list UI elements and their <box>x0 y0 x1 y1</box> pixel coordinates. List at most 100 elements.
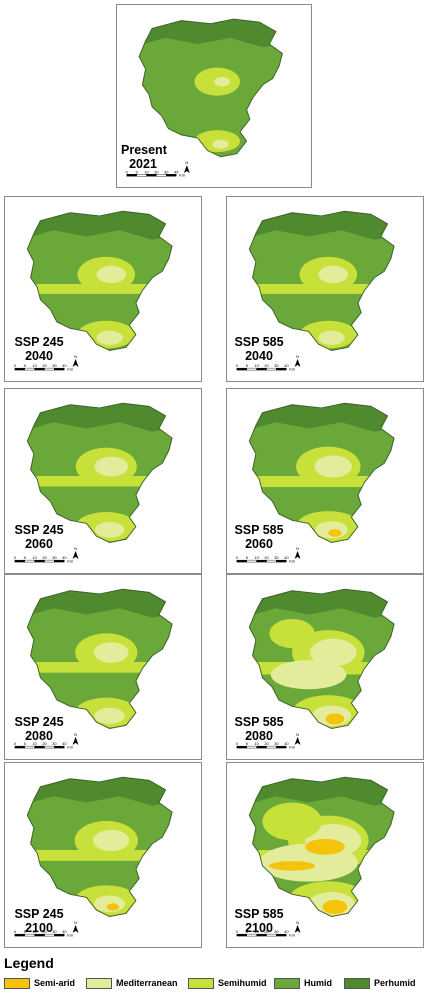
scale-tick: 0 <box>14 555 17 560</box>
scale-unit: Km <box>179 173 186 178</box>
svg-text:N: N <box>296 920 299 925</box>
svg-text:N: N <box>74 920 77 925</box>
scale-tick: 5 <box>24 555 27 560</box>
scale-tick: 0 <box>236 555 239 560</box>
scale-tick: 10 <box>254 741 259 746</box>
map-region <box>27 403 173 543</box>
scale-tick: 40 <box>284 555 289 560</box>
panel-label: SSP 585 2040 <box>234 335 284 363</box>
scale-tick: 20 <box>42 555 47 560</box>
legend-item-mediterranean: Mediterranean <box>86 976 178 990</box>
legend-label: Semi-arid <box>34 978 76 988</box>
map-region <box>27 589 173 729</box>
scale-tick: 0 <box>236 929 239 934</box>
scale-unit: Km <box>67 559 74 564</box>
map-region <box>249 777 395 917</box>
scale-tick: 40 <box>62 929 67 934</box>
scale-unit: Km <box>289 559 296 564</box>
panel-label: Present 2021 <box>121 143 167 171</box>
scale-unit: Km <box>67 367 74 372</box>
scale-tick: 20 <box>42 929 47 934</box>
legend-swatch <box>274 977 300 989</box>
panel-label: SSP 585 2060 <box>234 523 284 551</box>
scale-tick: 5 <box>24 741 27 746</box>
scale-unit: Km <box>289 745 296 750</box>
scale-tick: 10 <box>254 363 259 368</box>
map-region <box>249 403 395 543</box>
scale-tick: 5 <box>246 555 249 560</box>
map-panel-ssp245-2040: 0 5 10 20 30 40 Km N SSP 245 2040 <box>4 196 202 382</box>
legend-swatch <box>86 977 112 989</box>
svg-text:N: N <box>74 732 77 737</box>
scale-tick: 10 <box>32 929 37 934</box>
scale-tick: 10 <box>32 741 37 746</box>
scale-tick: 5 <box>136 169 139 174</box>
scale-tick: 40 <box>62 741 67 746</box>
north-arrow-icon: N <box>294 546 301 559</box>
north-arrow-icon: N <box>294 354 301 367</box>
scale-tick: 30 <box>274 741 279 746</box>
scale-tick: 20 <box>264 363 269 368</box>
panel-label: SSP 245 2080 <box>14 715 64 743</box>
map-panel-ssp585-2100: 0 5 10 20 30 40 Km N SSP 585 2100 <box>226 762 424 948</box>
legend-swatch <box>344 977 370 989</box>
north-arrow-icon: N <box>72 920 79 933</box>
legend-title: Legend <box>4 955 54 971</box>
legend-item-perhumid: Perhumid <box>344 976 416 990</box>
scale-tick: 20 <box>264 929 269 934</box>
scale-tick: 30 <box>52 555 57 560</box>
scale-unit: Km <box>67 933 74 938</box>
scale-tick: 30 <box>52 363 57 368</box>
scale-tick: 40 <box>62 555 67 560</box>
scale-tick: 5 <box>24 363 27 368</box>
legend-item-semihumid: Semihumid <box>188 976 267 990</box>
svg-text:N: N <box>74 546 77 551</box>
svg-text:N: N <box>185 160 188 165</box>
scale-tick: 40 <box>284 741 289 746</box>
map-panel-present-2021: 0 5 10 20 30 40 Km N Present 2021 <box>116 4 312 188</box>
legend-item-semi-arid: Semi-arid <box>4 976 75 990</box>
scale-tick: 20 <box>264 555 269 560</box>
north-arrow-icon: N <box>72 546 79 559</box>
scale-unit: Km <box>289 367 296 372</box>
scale-tick: 30 <box>52 929 57 934</box>
scale-tick: 5 <box>246 363 249 368</box>
north-arrow-icon: N <box>294 732 301 745</box>
scale-tick: 0 <box>14 741 17 746</box>
scale-unit: Km <box>67 745 74 750</box>
map-panel-ssp585-2060: 0 5 10 20 30 40 Km N SSP 585 2060 <box>226 388 424 574</box>
legend-label: Perhumid <box>374 978 416 988</box>
scale-tick: 30 <box>52 741 57 746</box>
scale-tick: 30 <box>274 555 279 560</box>
north-arrow-icon: N <box>72 354 79 367</box>
svg-text:N: N <box>296 732 299 737</box>
scale-tick: 20 <box>42 741 47 746</box>
map-panel-ssp585-2080: 0 5 10 20 30 40 Km N SSP 585 2080 <box>226 574 424 760</box>
north-arrow-icon: N <box>183 160 190 174</box>
scale-tick: 40 <box>62 363 67 368</box>
scale-tick: 40 <box>284 929 289 934</box>
panel-label: SSP 245 2100 <box>14 907 64 935</box>
scale-tick: 30 <box>274 363 279 368</box>
scale-tick: 40 <box>174 169 179 174</box>
panel-label: SSP 585 2100 <box>234 907 284 935</box>
legend-item-humid: Humid <box>274 976 332 990</box>
legend-label: Mediterranean <box>116 978 178 988</box>
scale-tick: 5 <box>24 929 27 934</box>
legend-swatch <box>4 977 30 989</box>
scale-tick: 10 <box>32 555 37 560</box>
scale-unit: Km <box>289 933 296 938</box>
scale-tick: 0 <box>14 363 17 368</box>
